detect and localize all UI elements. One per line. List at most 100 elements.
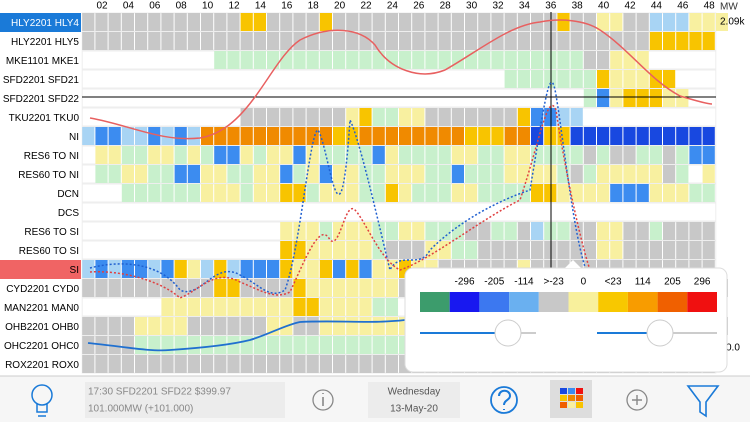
cell bbox=[385, 241, 398, 259]
cell bbox=[148, 165, 161, 183]
cell bbox=[319, 51, 332, 69]
cell bbox=[201, 260, 214, 278]
cell bbox=[610, 51, 623, 69]
cell bbox=[517, 241, 530, 259]
cell bbox=[399, 241, 412, 259]
column-label: 24 bbox=[387, 1, 399, 12]
cell bbox=[531, 222, 544, 240]
cell bbox=[597, 127, 610, 145]
cell bbox=[544, 241, 557, 259]
cell bbox=[82, 260, 95, 278]
cell bbox=[227, 260, 240, 278]
row-label: RES60 TO NI bbox=[18, 170, 79, 181]
cell bbox=[597, 70, 610, 88]
cell bbox=[412, 165, 425, 183]
cell bbox=[359, 241, 372, 259]
cell bbox=[108, 13, 121, 31]
cell bbox=[491, 51, 504, 69]
cell bbox=[293, 222, 306, 240]
column-label: 44 bbox=[651, 1, 663, 12]
cell bbox=[517, 165, 530, 183]
slider-knob[interactable] bbox=[494, 319, 522, 347]
row-label: OHB2201 OHB0 bbox=[5, 322, 79, 333]
row-bg bbox=[81, 202, 717, 222]
cell bbox=[240, 13, 253, 31]
cell bbox=[201, 32, 214, 50]
cell bbox=[227, 13, 240, 31]
cell bbox=[676, 146, 689, 164]
cell bbox=[319, 241, 332, 259]
cell bbox=[372, 165, 385, 183]
cell bbox=[425, 146, 438, 164]
cell bbox=[121, 146, 134, 164]
row-label: HLY2201 HLY4 bbox=[11, 18, 79, 29]
cell bbox=[385, 222, 398, 240]
cell bbox=[148, 355, 161, 373]
cell bbox=[451, 127, 464, 145]
cell bbox=[702, 32, 715, 50]
cell bbox=[306, 13, 319, 31]
cell bbox=[82, 279, 95, 297]
cell bbox=[636, 184, 649, 202]
cell bbox=[280, 165, 293, 183]
cell bbox=[333, 317, 346, 335]
cell bbox=[425, 127, 438, 145]
add-button[interactable] bbox=[626, 389, 648, 411]
date-box[interactable] bbox=[368, 382, 460, 418]
cell bbox=[597, 13, 610, 31]
lightbulb-button[interactable] bbox=[31, 384, 53, 417]
filter-button[interactable] bbox=[686, 385, 720, 418]
cell bbox=[597, 146, 610, 164]
cell bbox=[214, 355, 227, 373]
cell bbox=[187, 355, 200, 373]
row-label: HLY2201 HLY5 bbox=[11, 37, 79, 48]
cell bbox=[214, 317, 227, 335]
cell bbox=[95, 165, 108, 183]
cell bbox=[148, 13, 161, 31]
cell bbox=[346, 298, 359, 316]
cell bbox=[214, 146, 227, 164]
slider-knob[interactable] bbox=[646, 319, 674, 347]
cell bbox=[663, 32, 676, 50]
toolbar: 17:30 SFD2201 SFD22 $399.97 101.000MW (+… bbox=[0, 375, 750, 422]
cell bbox=[504, 146, 517, 164]
cell bbox=[478, 146, 491, 164]
cell bbox=[267, 260, 280, 278]
cell bbox=[385, 355, 398, 373]
cell bbox=[161, 184, 174, 202]
help-button[interactable] bbox=[490, 386, 518, 414]
cell bbox=[333, 32, 346, 50]
cell bbox=[385, 317, 398, 335]
cell bbox=[187, 165, 200, 183]
palette-button[interactable] bbox=[550, 380, 592, 418]
cell bbox=[649, 165, 662, 183]
cell bbox=[702, 146, 715, 164]
cell bbox=[583, 146, 596, 164]
cell bbox=[610, 184, 623, 202]
cell bbox=[372, 241, 385, 259]
cell bbox=[689, 222, 702, 240]
cell bbox=[597, 51, 610, 69]
cell bbox=[148, 260, 161, 278]
legend-swatch bbox=[627, 292, 658, 312]
cell bbox=[491, 13, 504, 31]
row-label: ROX2201 ROX0 bbox=[5, 360, 79, 371]
cell bbox=[306, 298, 319, 316]
cell bbox=[478, 241, 491, 259]
cell bbox=[517, 222, 530, 240]
cell bbox=[267, 165, 280, 183]
cell bbox=[293, 146, 306, 164]
cell bbox=[425, 108, 438, 126]
info-button[interactable] bbox=[312, 389, 334, 411]
cell bbox=[346, 13, 359, 31]
cell bbox=[82, 336, 95, 354]
cell bbox=[676, 127, 689, 145]
cell bbox=[319, 260, 332, 278]
cell bbox=[108, 336, 121, 354]
cell bbox=[346, 127, 359, 145]
cell bbox=[359, 317, 372, 335]
legend-label: 205 bbox=[664, 277, 681, 288]
cell bbox=[253, 165, 266, 183]
cell bbox=[385, 298, 398, 316]
cell bbox=[240, 32, 253, 50]
